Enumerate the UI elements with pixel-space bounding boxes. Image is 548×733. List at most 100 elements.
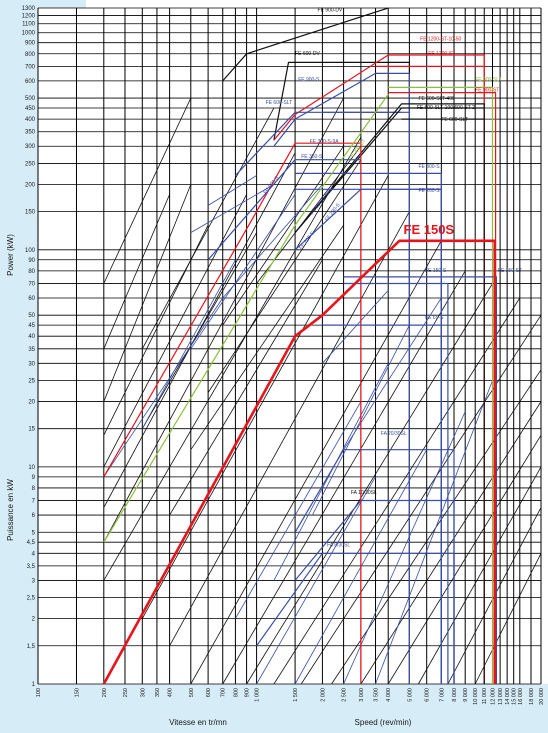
x-tick-label: 16 000	[518, 688, 524, 705]
iso-torque-line	[300, 314, 542, 685]
y-tick-label: 500	[25, 96, 36, 102]
iso-torque-line	[103, 194, 247, 468]
series-label: FE 150-ST	[498, 268, 522, 274]
iso-torque-line	[141, 175, 389, 619]
x-tick-labels: 100 150 200 250 300 350 400 500 600 700 800 900 1 00…	[36, 688, 545, 705]
x-tick-label: 10 000	[473, 688, 479, 705]
x-tick-label: 15 000	[512, 688, 518, 705]
iso-torque-line	[141, 232, 257, 429]
y-tick-label: 2,5	[27, 596, 36, 602]
x-tick-label: 13 000	[498, 688, 504, 705]
series-line	[294, 103, 485, 684]
iso-torque-line	[103, 137, 362, 581]
y-tick-label: 200	[25, 182, 36, 188]
series-label: FE 600-SLT-400	[418, 96, 455, 102]
iso-torque-line	[103, 97, 344, 543]
x-tick-label: 7 000	[439, 688, 445, 702]
x-tick-label: 4 000	[386, 688, 392, 702]
x-tick-label: 350	[155, 688, 161, 697]
y-tick-label: 8	[32, 486, 36, 492]
y-tick-label: 45	[28, 323, 35, 329]
iso-torque-line	[207, 159, 362, 393]
blue-guide-line	[343, 411, 466, 685]
series-line	[322, 324, 442, 684]
x-tick-label: 100	[36, 688, 42, 697]
y-tick-label: 40	[28, 334, 35, 340]
series-line	[343, 276, 497, 684]
y-tick-label: 15	[28, 427, 35, 433]
series-label: FE 1200-ST-10-50	[420, 37, 461, 43]
series-line	[256, 552, 455, 684]
y-tick-label: 900	[25, 41, 36, 47]
iso-torque-line	[190, 240, 442, 685]
x-tick-label: 5 000	[407, 688, 413, 702]
y-tick-label: 4,5	[27, 540, 36, 546]
highlight-series-label: FE 150S	[404, 222, 455, 237]
iso-torque-line	[360, 401, 542, 685]
x-tick-label: 3 500	[374, 688, 380, 702]
y-tick-label: 10	[28, 465, 35, 471]
y-tick-label: 6	[32, 513, 36, 519]
x-tick-label: 9 000	[463, 688, 469, 702]
x-tick-label: 300	[140, 688, 146, 697]
iso-torque-lines	[103, 97, 542, 685]
blue-guide-line	[190, 184, 275, 233]
x-tick-label: 3 000	[359, 688, 365, 702]
y-tick-label: 300	[25, 144, 36, 150]
y-tick-label: 20	[28, 400, 35, 406]
series-label: FA 8/30SL	[327, 542, 350, 548]
x-tick-label: 600	[206, 688, 212, 697]
series-label: FE 600-SLT-100/600-ST-2	[417, 105, 475, 111]
iso-torque-line	[169, 259, 323, 516]
x-tick-label: 12 000	[491, 688, 497, 705]
y-tick-label: 7	[32, 499, 36, 505]
y-tick-label: 3	[32, 578, 36, 584]
y-tick-label: 350	[25, 130, 36, 136]
x-tick-label: 700	[221, 688, 227, 697]
series-line	[294, 188, 442, 251]
x-tick-label: 1 000	[255, 688, 261, 702]
series-label: FE 900-S	[298, 77, 320, 83]
series-lines	[103, 7, 497, 684]
y-tick-label: 1200	[22, 14, 36, 20]
x-tick-label: 20 000	[539, 688, 545, 705]
y-tick-label: 30	[28, 361, 35, 367]
series-label: FE 65-S	[425, 315, 444, 321]
y-tick-label: 700	[25, 64, 36, 70]
blue-guide-line	[190, 194, 296, 350]
series-label: FE 1200-ST	[428, 51, 455, 57]
x-axis-title-en: Speed (rev/min)	[355, 718, 412, 727]
series-label: FE 900-ST	[475, 88, 499, 94]
x-tick-label: 14 000	[505, 688, 511, 705]
y-tick-label: 50	[28, 313, 35, 319]
blue-guide-line	[322, 290, 389, 364]
x-tick-label: 8 000	[452, 688, 458, 702]
x-tick-label: 400	[168, 688, 174, 697]
series-line	[207, 159, 361, 261]
series-label: FE 150-S	[425, 268, 447, 274]
series-label: FE 900-SLT	[475, 77, 502, 83]
x-tick-label: 200	[102, 688, 108, 697]
series-label: FE 300-S	[418, 164, 440, 170]
y-tick-label: 9	[32, 475, 36, 481]
blue-guide-line	[141, 259, 236, 429]
y-tick-label: 1300	[22, 6, 36, 12]
y-tick-label: 90	[28, 258, 35, 264]
y-tick-label: 5	[32, 530, 36, 536]
blue-guide-line	[375, 380, 493, 685]
y-tick-label: 800	[25, 52, 36, 58]
y-tick-label: 35	[28, 347, 35, 353]
x-tick-label: 18 000	[529, 688, 535, 705]
series-label: FE 600-DV	[295, 51, 320, 57]
x-tick-label: 2 500	[342, 688, 348, 702]
y-tick-label: 1000	[22, 31, 36, 37]
blue-guide-line	[103, 297, 224, 478]
x-tick-label: 11 000	[482, 688, 488, 704]
y-tick-label: 100	[25, 248, 36, 254]
iso-torque-line	[103, 194, 170, 349]
iso-torque-line	[246, 283, 493, 685]
iso-torque-line	[222, 145, 344, 326]
series-line	[222, 7, 389, 82]
y-tick-label: 400	[25, 117, 36, 123]
